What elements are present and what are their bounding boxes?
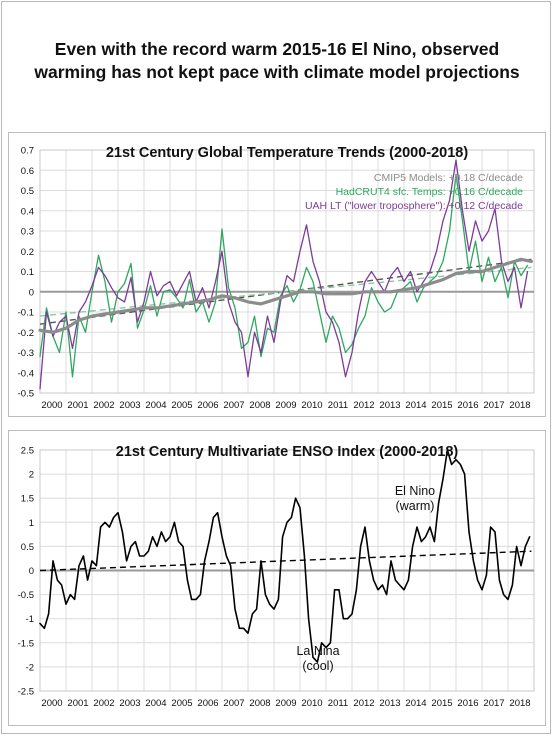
x-tick-label: 2015 bbox=[431, 698, 452, 709]
y-tick-label: 0.4 bbox=[21, 206, 34, 217]
annotation-el-nino-line2: (warm) bbox=[396, 499, 435, 513]
enso-index-chart: 2.5 2 1.5 1 0.5 0 -0.5 -1 -1.5 -2 -2.5 2000 2001 2002… bbox=[8, 430, 546, 726]
x-tick-label: 2003 bbox=[119, 400, 140, 411]
series-line bbox=[39, 449, 531, 663]
y-tick-label: 0.7 bbox=[21, 146, 34, 157]
y-tick-label: 0.5 bbox=[21, 542, 34, 553]
x-tick-label: 2016 bbox=[457, 698, 478, 709]
x-tick-label: 2012 bbox=[353, 698, 374, 709]
y-tick-label: 0.1 bbox=[21, 267, 34, 278]
y-tick-label: -0.1 bbox=[18, 308, 34, 319]
headline-line-1: Even with the record warm 2015-16 El Nin… bbox=[54, 39, 500, 59]
trend-line bbox=[39, 550, 532, 572]
y-tick-label: 2 bbox=[29, 470, 34, 481]
y-tick-label: -1.5 bbox=[18, 638, 34, 649]
y-tick-label: 1 bbox=[29, 518, 34, 529]
x-tick-label: 2011 bbox=[328, 400, 348, 411]
x-tick-label: 2000 bbox=[41, 400, 62, 411]
x-tick-label: 2009 bbox=[275, 698, 296, 709]
x-tick-label: 2004 bbox=[145, 698, 166, 709]
x-tick-label: 2009 bbox=[275, 400, 296, 411]
x-tick-label: 2002 bbox=[93, 400, 114, 411]
series-line bbox=[39, 159, 529, 390]
x-tick-label: 2018 bbox=[509, 400, 530, 411]
x-tick-label: 2016 bbox=[457, 400, 478, 411]
x-tick-label: 2002 bbox=[93, 698, 114, 709]
y-tick-label: -1 bbox=[26, 614, 34, 625]
x-tick-label: 2012 bbox=[353, 400, 374, 411]
x-tick-label: 2000 bbox=[41, 698, 62, 709]
x-tick-label: 2004 bbox=[145, 400, 166, 411]
annotation-el-nino-line1: El Nino bbox=[395, 484, 435, 498]
x-tick-label: 2005 bbox=[171, 400, 192, 411]
chart-title: 21st Century Multivariate ENSO Index (20… bbox=[116, 444, 459, 460]
y-tick-label: -2 bbox=[26, 662, 34, 673]
x-tick-label: 2013 bbox=[379, 698, 400, 709]
y-tick-label: 0.2 bbox=[21, 247, 34, 258]
x-tick-label: 2008 bbox=[249, 698, 270, 709]
x-tick-label: 2006 bbox=[197, 400, 218, 411]
y-tick-label: 0.6 bbox=[21, 166, 34, 177]
y-tick-label: -0.3 bbox=[18, 348, 34, 359]
legend-entry: UAH LT ("lower troposphere"): +0.12 C/de… bbox=[305, 200, 523, 212]
temperature-trends-chart: 0.7 0.6 0.5 0.4 0.3 0.2 0.1 0 -0.1 -0.2 -0.3 -0.4 -0… bbox=[8, 132, 546, 417]
x-tick-label: 2001 bbox=[67, 698, 88, 709]
x-tick-label: 2013 bbox=[379, 400, 400, 411]
x-tick-label: 2007 bbox=[223, 400, 244, 411]
y-tick-label: -0.5 bbox=[18, 389, 34, 400]
x-tick-label: 2014 bbox=[405, 698, 426, 709]
x-tick-label: 2017 bbox=[483, 400, 504, 411]
y-tick-label: 0 bbox=[29, 287, 34, 298]
x-tick-label: 2006 bbox=[197, 698, 218, 709]
headline: Even with the record warm 2015-16 El Nin… bbox=[0, 38, 554, 84]
y-tick-label: -2.5 bbox=[18, 687, 34, 698]
x-tick-label: 2014 bbox=[405, 400, 426, 411]
x-tick-label: 2010 bbox=[301, 698, 322, 709]
legend-entry: HadCRUT4 sfc. Temps: +0.16 C/decade bbox=[336, 186, 524, 198]
x-tick-label: 2015 bbox=[431, 400, 452, 411]
x-tick-label: 2010 bbox=[301, 400, 322, 411]
y-tick-label: -0.2 bbox=[18, 328, 34, 339]
x-tick-label: 2007 bbox=[223, 698, 244, 709]
series-line bbox=[38, 257, 534, 334]
annotation-la-nina-line1: La Nina bbox=[296, 644, 339, 658]
y-tick-label: 2.5 bbox=[21, 446, 34, 457]
y-tick-label: 0 bbox=[29, 566, 34, 577]
chart-title: 21st Century Global Temperature Trends (… bbox=[106, 145, 469, 161]
trend-line bbox=[39, 258, 532, 325]
x-tick-label: 2017 bbox=[483, 698, 504, 709]
legend-entry: CMIP5 Models: +0.18 C/decade bbox=[374, 172, 523, 184]
plot-area bbox=[39, 149, 535, 394]
annotation-la-nina-line2: (cool) bbox=[302, 659, 333, 673]
y-tick-label: -0.4 bbox=[18, 368, 34, 379]
x-tick-label: 2003 bbox=[119, 698, 140, 709]
headline-line-2: warming has not kept pace with climate m… bbox=[34, 62, 520, 82]
y-tick-label: 1.5 bbox=[21, 494, 34, 505]
x-tick-label: 2008 bbox=[249, 400, 270, 411]
y-tick-label: 0.5 bbox=[21, 186, 34, 197]
x-tick-label: 2001 bbox=[67, 400, 88, 411]
x-tick-label: 2011 bbox=[328, 698, 348, 709]
x-tick-label: 2005 bbox=[171, 698, 192, 709]
y-tick-label: -0.5 bbox=[18, 590, 34, 601]
y-tick-label: 0.3 bbox=[21, 227, 34, 238]
x-tick-label: 2018 bbox=[509, 698, 530, 709]
